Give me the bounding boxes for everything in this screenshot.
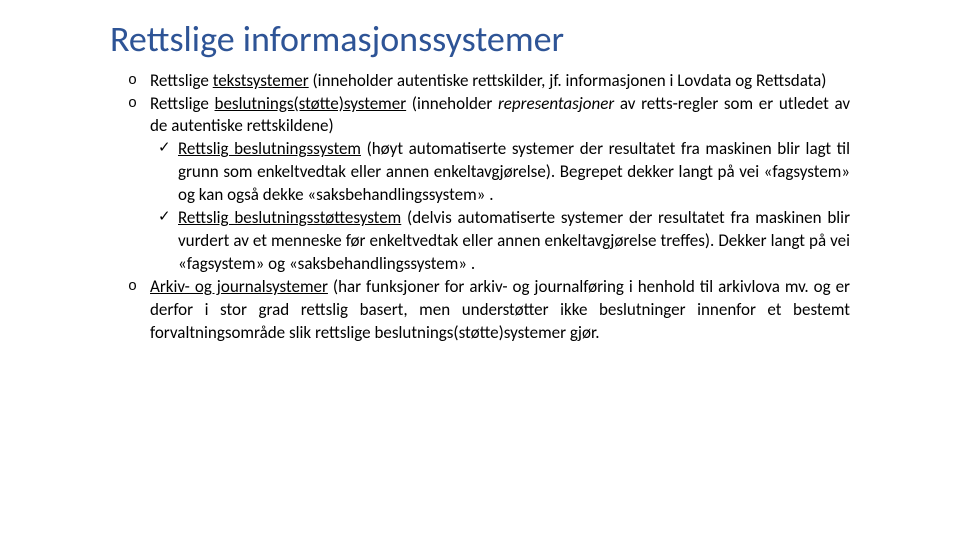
list-item-text: Rettslige beslutnings(støtte)systemer (i… bbox=[150, 93, 850, 137]
bullet-list: Rettslige tekstsystemer (inneholder aute… bbox=[110, 70, 850, 345]
slide-content: Rettslige tekstsystemer (inneholder aute… bbox=[110, 70, 850, 345]
sub-bullet-list: Rettslig beslutningssystem (høyt automat… bbox=[150, 138, 850, 276]
list-item: Rettslige tekstsystemer (inneholder aute… bbox=[150, 70, 850, 93]
list-item: Rettslig beslutningsstøttesystem (delvis… bbox=[178, 207, 850, 276]
slide-title: Rettslige informasjonssystemer bbox=[110, 20, 850, 60]
list-item: Rettslig beslutningssystem (høyt automat… bbox=[178, 138, 850, 207]
list-item: Rettslige beslutnings(støtte)systemer (i… bbox=[150, 93, 850, 277]
slide: Rettslige informasjonssystemer Rettslige… bbox=[0, 0, 960, 365]
list-item: Arkiv- og journalsystemer (har funksjone… bbox=[150, 276, 850, 345]
